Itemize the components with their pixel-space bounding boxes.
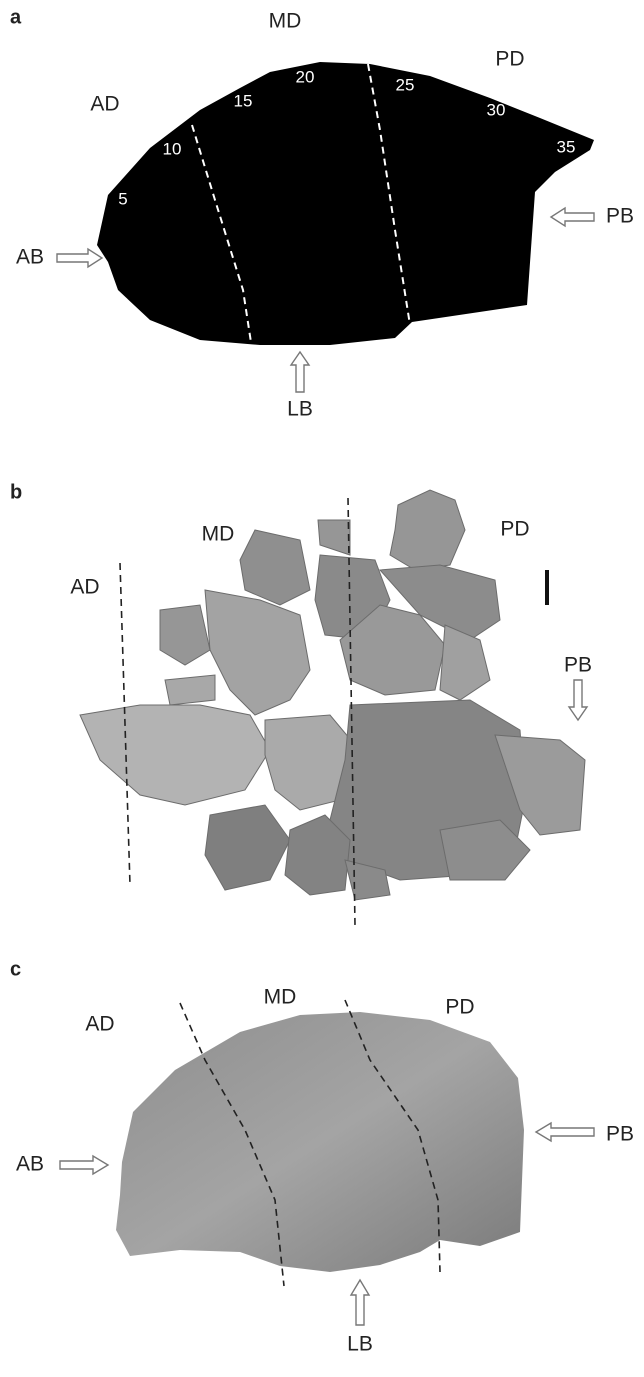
region-label: AD — [90, 93, 119, 116]
fragment — [240, 530, 310, 605]
region-label: MD — [202, 523, 235, 546]
fragment — [318, 520, 350, 555]
arrow — [351, 1280, 369, 1325]
region-label: MD — [269, 10, 302, 33]
arrow — [551, 208, 594, 226]
region-label: AD — [70, 576, 99, 599]
arrow — [60, 1156, 108, 1174]
position-number: 20 — [296, 67, 315, 86]
fragment — [160, 605, 210, 665]
arrow — [291, 352, 309, 392]
border-label: PB — [564, 654, 592, 677]
arrow — [536, 1123, 594, 1141]
silhouette — [97, 62, 594, 345]
region-label: PD — [495, 48, 524, 71]
position-number: 5 — [118, 189, 127, 208]
fragment — [205, 590, 310, 715]
fragment — [205, 805, 290, 890]
border-label: PB — [606, 205, 634, 228]
border-label: AB — [16, 1153, 44, 1176]
fragment — [390, 490, 465, 570]
border-label: LB — [347, 1333, 373, 1356]
region-label: MD — [264, 986, 297, 1009]
arrow — [569, 680, 587, 720]
scale-bar — [545, 570, 549, 605]
position-number: 10 — [163, 139, 182, 158]
border-label: AB — [16, 246, 44, 269]
fragment — [440, 625, 490, 700]
carapace — [116, 1012, 524, 1272]
position-number: 15 — [234, 91, 253, 110]
panel-c: c AD MD PD AB PB LB — [10, 958, 634, 1355]
fragment — [80, 705, 270, 805]
region-label: PD — [500, 518, 529, 541]
panel-letter: b — [10, 481, 22, 503]
position-number: 35 — [557, 137, 576, 156]
panel-b: b AD MD PD PB — [10, 481, 592, 925]
figure: a 5 10 15 20 25 30 35 AD MD PD AB PB LB b — [0, 0, 644, 1377]
position-number: 25 — [396, 75, 415, 94]
region-label: AD — [85, 1013, 114, 1036]
panel-letter: a — [10, 6, 22, 28]
fragment — [165, 675, 215, 705]
border-label: PB — [606, 1123, 634, 1146]
panel-letter: c — [10, 958, 21, 980]
position-number: 30 — [487, 100, 506, 119]
arrow — [57, 249, 102, 267]
region-label: PD — [445, 996, 474, 1019]
panel-a: a 5 10 15 20 25 30 35 AD MD PD AB PB LB — [10, 6, 634, 420]
border-label: LB — [287, 398, 313, 421]
